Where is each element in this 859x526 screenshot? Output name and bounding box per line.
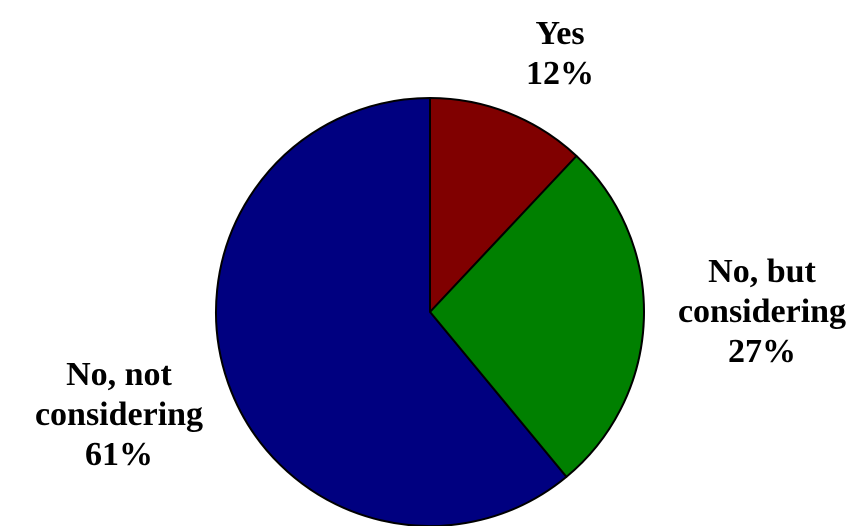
slice-label-yes-name: Yes [535, 15, 585, 52]
slice-label-no-but-considering-value: 27% [728, 333, 796, 370]
slice-label-no-not-considering: No, not considering 61% [0, 355, 238, 475]
slice-label-no-but-considering-name-line2: considering [677, 293, 847, 330]
slice-label-yes: Yes 12% [500, 14, 620, 94]
pie-slice-no-but-considering [429, 155, 645, 478]
pie-slice-no-not-considering [215, 97, 568, 526]
slice-label-no-not-considering-name-line1: No, not [66, 356, 172, 393]
slice-label-no-but-considering: No, but considering 27% [672, 252, 852, 372]
slice-label-no-not-considering-name-line2: considering [34, 396, 204, 433]
pie-slice-yes [429, 97, 578, 313]
slice-label-no-not-considering-value: 61% [85, 436, 153, 473]
slice-label-yes-value: 12% [526, 55, 594, 92]
slice-label-no-but-considering-name-line1: No, but [708, 253, 816, 290]
